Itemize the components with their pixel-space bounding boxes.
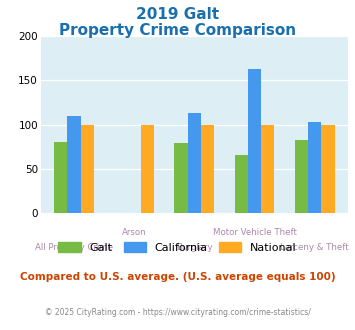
Text: 2019 Galt: 2019 Galt — [136, 7, 219, 21]
Bar — [248, 69, 261, 213]
Bar — [201, 124, 214, 213]
Text: Motor Vehicle Theft: Motor Vehicle Theft — [213, 228, 296, 237]
Bar — [235, 154, 248, 213]
Bar — [54, 142, 67, 213]
Bar — [308, 122, 321, 213]
Bar — [175, 143, 188, 213]
Bar — [321, 124, 335, 213]
Bar — [141, 124, 154, 213]
Text: Arson: Arson — [122, 228, 147, 237]
Bar — [67, 116, 81, 213]
Text: Larceny & Theft: Larceny & Theft — [280, 244, 349, 252]
Text: Property Crime Comparison: Property Crime Comparison — [59, 23, 296, 38]
Text: Burglary: Burglary — [176, 244, 213, 252]
Bar — [188, 113, 201, 213]
Text: Compared to U.S. average. (U.S. average equals 100): Compared to U.S. average. (U.S. average … — [20, 272, 335, 282]
Bar — [261, 124, 274, 213]
Text: All Property Crime: All Property Crime — [35, 244, 113, 252]
Text: © 2025 CityRating.com - https://www.cityrating.com/crime-statistics/: © 2025 CityRating.com - https://www.city… — [45, 308, 310, 316]
Bar — [81, 124, 94, 213]
Legend: Galt, California, National: Galt, California, National — [58, 242, 297, 253]
Bar — [295, 140, 308, 213]
